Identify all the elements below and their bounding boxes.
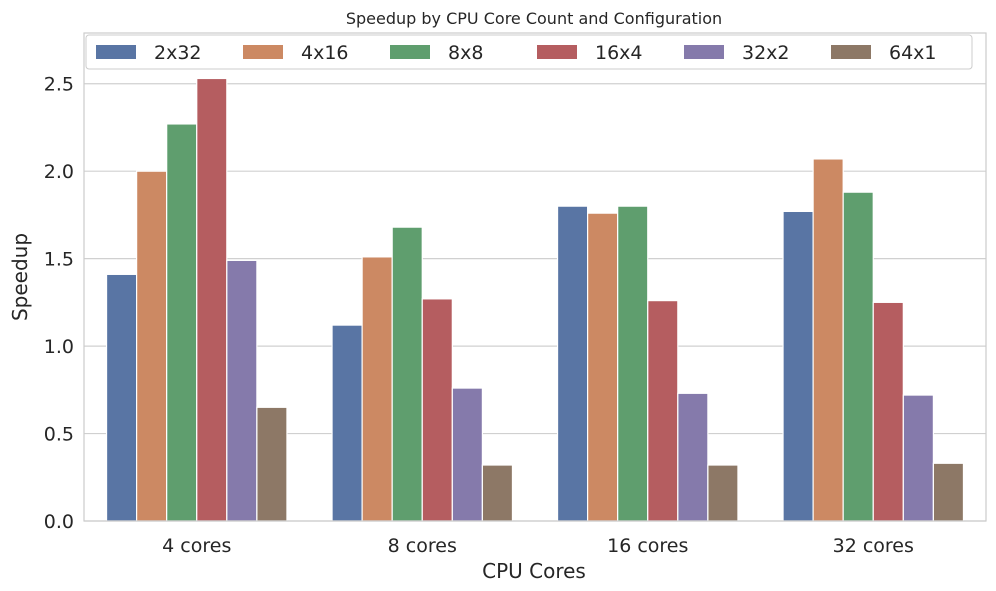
legend-label-4x16: 4x16	[301, 42, 349, 64]
chart-title: Speedup by CPU Core Count and Configurat…	[346, 9, 722, 28]
x-tick-labels: 4 cores 8 cores 16 cores 32 cores	[162, 535, 914, 557]
bar-64x1-4-cores	[256, 406, 288, 522]
x-tick-label: 8 cores	[388, 535, 457, 557]
legend-swatch-2x32	[96, 45, 136, 59]
bars	[105, 77, 965, 522]
bar-16x4-4-cores	[196, 77, 228, 522]
bar-4x16-4-cores	[136, 170, 168, 522]
bar-16x4-16-cores	[647, 300, 679, 522]
x-tick-label: 32 cores	[833, 535, 914, 557]
bar-2x32-4-cores	[105, 273, 138, 522]
y-tick-label: 2.0	[44, 161, 74, 183]
legend-swatch-32x2	[684, 45, 724, 59]
legend-swatch-16x4	[537, 45, 577, 59]
legend-label-64x1: 64x1	[889, 42, 937, 64]
bar-32x2-32-cores	[902, 394, 934, 522]
bar-4x16-32-cores	[812, 158, 844, 522]
legend: 2x32 4x16 8x8 16x4 32x2 64x1	[85, 34, 973, 70]
legend-box	[85, 34, 973, 70]
legend-swatch-64x1	[831, 45, 871, 59]
bar-8x8-32-cores	[842, 191, 874, 522]
x-tick-label: 4 cores	[162, 535, 231, 557]
bar-2x32-32-cores	[782, 210, 814, 522]
bar-32x2-16-cores	[677, 392, 709, 522]
bar-16x4-32-cores	[872, 301, 904, 522]
bar-16x4-8-cores	[421, 298, 453, 522]
bar-64x1-8-cores	[481, 464, 514, 522]
bar-32x2-8-cores	[451, 387, 483, 522]
bar-4x16-8-cores	[361, 256, 393, 522]
x-tick-label: 16 cores	[607, 535, 688, 557]
bar-2x32-8-cores	[331, 324, 363, 522]
y-tick-label: 0.5	[44, 424, 74, 446]
y-tick-label: 1.5	[44, 249, 74, 271]
plot-frame	[83, 32, 987, 522]
bar-64x1-16-cores	[707, 464, 739, 522]
legend-label-2x32: 2x32	[154, 42, 202, 64]
bar-2x32-16-cores	[556, 205, 589, 522]
legend-label-16x4: 16x4	[595, 42, 643, 64]
bar-8x8-16-cores	[617, 205, 649, 522]
x-axis-label: CPU Cores	[482, 559, 586, 583]
bar-4x16-16-cores	[587, 212, 619, 522]
legend-swatch-8x8	[390, 45, 430, 59]
bar-64x1-32-cores	[932, 462, 965, 522]
legend-swatch-4x16	[243, 45, 283, 59]
y-tick-labels: 0.0 0.5 1.0 1.5 2.0 2.5	[44, 74, 74, 533]
legend-label-32x2: 32x2	[742, 42, 790, 64]
y-tick-label: 2.5	[44, 74, 74, 96]
legend-label-8x8: 8x8	[448, 42, 483, 64]
bar-8x8-4-cores	[166, 123, 198, 522]
bar-8x8-8-cores	[391, 226, 423, 522]
y-tick-label: 1.0	[44, 336, 74, 358]
y-tick-label: 0.0	[44, 511, 74, 533]
y-axis-label: Speedup	[8, 233, 32, 321]
bar-32x2-4-cores	[226, 259, 258, 522]
